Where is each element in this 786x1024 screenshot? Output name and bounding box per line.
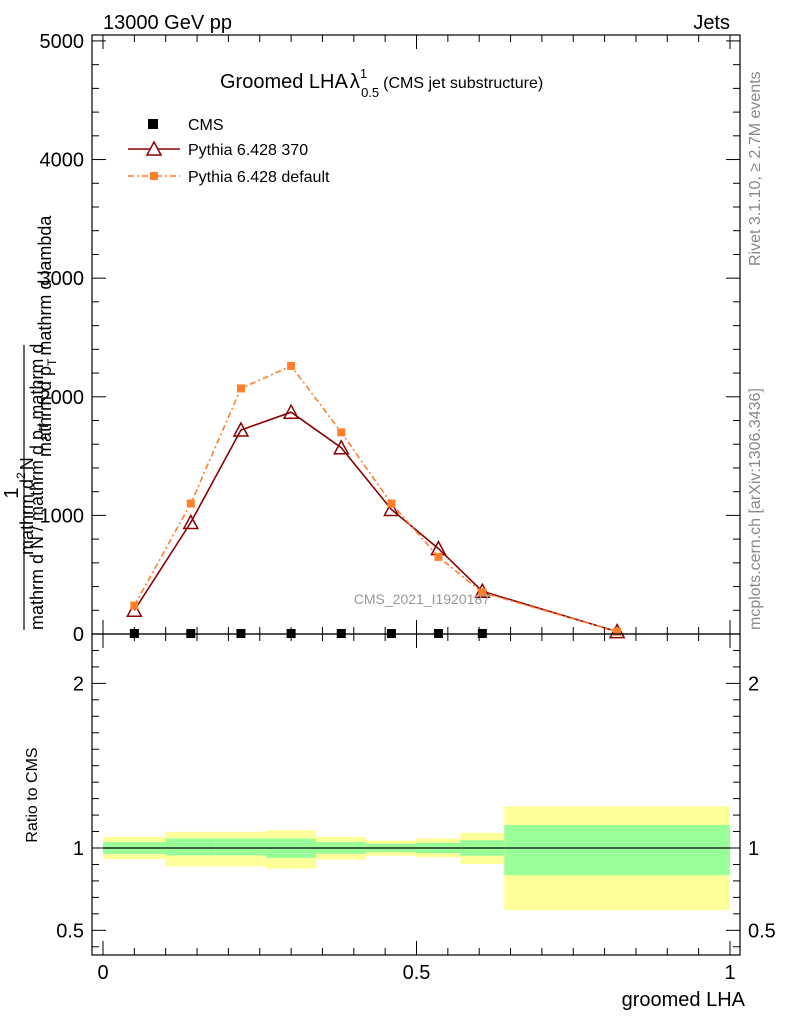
y-tick-label: 5000 xyxy=(40,31,85,53)
ylabel-den-1: mathrm d N / mathrm d pTmathrm d xyxy=(27,344,51,630)
legend-label-pythia370: Pythia 6.428 370 xyxy=(188,142,308,159)
ratio-y-tick-label: 2 xyxy=(73,673,84,695)
ylabel-den-2-sub: T xyxy=(45,358,59,366)
pythia370-point xyxy=(232,421,250,437)
legend-marker-pythia-default xyxy=(150,172,158,180)
ratio-y-tick-label-right: 1 xyxy=(748,838,759,860)
ylabel-num-2-sup: 2 xyxy=(14,472,28,479)
ylabel-den-2-tail: mathrm d lambda xyxy=(35,215,55,356)
ylabel-den-2: mathrm d pTmathrm d lambda xyxy=(35,215,59,457)
pythia370-point xyxy=(383,500,400,517)
title-lambda: λ xyxy=(350,71,360,93)
pythia-default-point xyxy=(434,552,443,561)
ratio-y-tick-label-right: 2 xyxy=(748,673,759,695)
y-tick-label: 4000 xyxy=(40,150,85,172)
ylabel-den-2-text: mathrm d p xyxy=(35,366,55,457)
pythia370-point xyxy=(282,403,300,419)
ylabel-den-1-text: mathrm d N / mathrm d p xyxy=(27,430,47,630)
ylabel-num-2: mathrm d2 N xyxy=(14,457,37,555)
pythia370-point xyxy=(182,513,200,530)
analysis-watermark: CMS_2021_I1920187 xyxy=(354,591,490,607)
ratio-panel: 0.5 0.5 1 1 2 2 0 0.5 1 Ratio to CMS groomed LHA xyxy=(24,633,776,1011)
ratio-ticks: 0.5 0.5 1 1 2 2 0 0.5 1 xyxy=(56,634,776,984)
title-subtitle: (CMS jet substructure) xyxy=(383,75,543,92)
x-axis-label: groomed LHA xyxy=(622,989,746,1011)
legend-label-cms: CMS xyxy=(188,117,224,134)
pythia-default-point xyxy=(613,627,622,636)
pythia-default-point xyxy=(337,428,346,437)
x-tick-label: 0 xyxy=(97,962,108,984)
pythia-default-point xyxy=(236,384,245,393)
mcplots-label: mcplots.cern.ch [arXiv:1306.3436] xyxy=(747,388,764,630)
pythia-default-point xyxy=(387,499,396,508)
pythia-default-point xyxy=(287,361,296,370)
rivet-label: Rivet 3.1.10, ≥ 2.7M events xyxy=(747,71,764,266)
ylabel-num-1: 1 xyxy=(1,487,23,498)
main-ylabel: 1 mathrm d N / mathrm d pTmathrm d mathr… xyxy=(1,215,59,630)
ylabel-den-1-tail: mathrm d xyxy=(27,344,47,420)
ratio-ylabel: Ratio to CMS xyxy=(24,747,41,842)
legend-label-pythia-default: Pythia 6.428 default xyxy=(188,169,330,186)
x-tick-label: 1 xyxy=(724,962,735,984)
chart-title: Groomed LHA λ1 0.5 (CMS jet substructure) xyxy=(220,66,543,100)
y-tick-label: 2000 xyxy=(40,387,85,409)
pythia-default-point xyxy=(130,601,139,610)
ratio-y-tick-label: 0.5 xyxy=(56,920,84,942)
title-sup: 1 xyxy=(360,66,367,81)
legend: CMS Pythia 6.428 370 Pythia 6.428 defaul… xyxy=(128,117,330,186)
ylabel-num-2-tail: N xyxy=(17,457,37,470)
ratio-inner-band xyxy=(165,838,216,856)
header-left: 13000 GeV pp xyxy=(103,12,232,34)
chart-title-text: Groomed LHA xyxy=(220,71,348,93)
title-sub: 0.5 xyxy=(361,85,379,100)
x-tick-label: 0.5 xyxy=(403,962,431,984)
pythia370-point xyxy=(126,601,143,618)
y-tick-label: 0 xyxy=(73,624,84,646)
ratio-y-tick-label: 1 xyxy=(73,838,84,860)
y-tick-label: 3000 xyxy=(40,268,85,290)
pythia370-point xyxy=(333,439,350,455)
header-right: Jets xyxy=(693,12,730,34)
pythia-default-point xyxy=(186,499,195,508)
ratio-frame xyxy=(91,633,741,956)
ratio-inner-band xyxy=(504,824,730,876)
ylabel-den-1-sub: T xyxy=(37,422,51,430)
legend-marker-pythia370 xyxy=(145,140,163,156)
y-tick-label: 1000 xyxy=(40,505,85,527)
pythia-default-point xyxy=(478,588,487,597)
ratio-bands xyxy=(103,806,730,911)
ratio-inner-band xyxy=(215,838,267,856)
ratio-y-tick-label-right: 0.5 xyxy=(748,920,776,942)
series-line xyxy=(133,411,618,633)
legend-marker-cms xyxy=(148,119,158,129)
main-ticks: 0 1000 2000 3000 4000 5000 xyxy=(40,31,740,646)
ylabel-num-2-text: mathrm d xyxy=(17,479,37,555)
